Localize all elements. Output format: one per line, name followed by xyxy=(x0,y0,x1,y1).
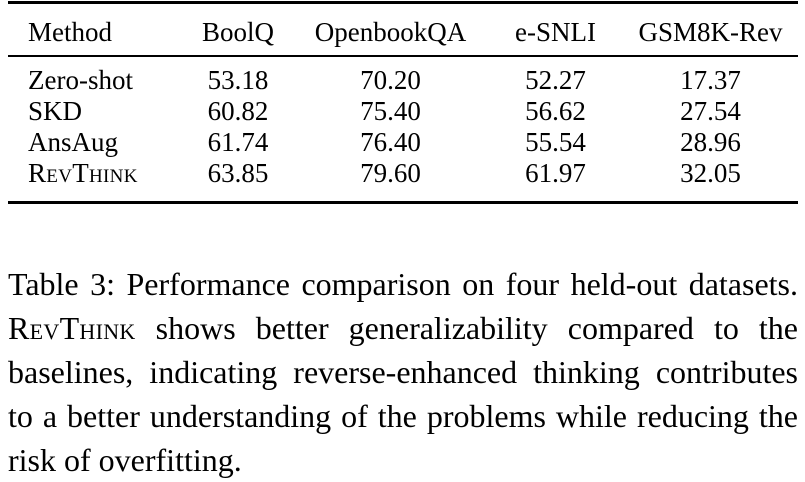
column-header-esnli: e-SNLI xyxy=(515,16,596,47)
table-cell: 52.27 xyxy=(525,65,586,95)
row-method-label: SKD xyxy=(28,96,83,126)
column-header-openbookqa: OpenbookQA xyxy=(314,16,467,47)
caption-text-part-1: Performance comparison on four held-out … xyxy=(126,266,799,302)
table-top-rule xyxy=(8,1,798,4)
caption-label: Table 3: xyxy=(8,266,115,302)
table-cell-best: 61.97 xyxy=(525,158,586,188)
table-cell-best: 32.05 xyxy=(680,158,741,188)
row-method-label: AnsAug xyxy=(28,127,119,157)
table-row-best: RevThink 63.85 79.60 61.97 32.05 xyxy=(8,158,798,189)
table-header-rule xyxy=(8,55,798,57)
table-row: Zero-shot 53.18 70.20 52.27 17.37 xyxy=(8,65,798,96)
results-table: Method BoolQ OpenbookQA e-SNLI GSM8K-Rev… xyxy=(8,0,798,189)
caption-method-name: RevThink xyxy=(8,310,136,346)
row-method-label: Zero-shot xyxy=(28,65,133,95)
table-cell: 55.54 xyxy=(525,127,586,157)
table-cell: 60.82 xyxy=(207,96,269,126)
table-row: AnsAug 61.74 76.40 55.54 28.96 xyxy=(8,127,798,158)
table-cell-best: 79.60 xyxy=(360,158,421,188)
column-header-gsm8k-rev: GSM8K-Rev xyxy=(638,16,783,47)
table-header-row: Method BoolQ OpenbookQA e-SNLI GSM8K-Rev xyxy=(8,0,798,60)
table-bottom-rule xyxy=(8,201,798,204)
table-cell: 53.18 xyxy=(207,65,269,95)
table-caption: Table 3: Performance comparison on four … xyxy=(8,262,798,482)
table-cell: 61.74 xyxy=(207,127,269,157)
table-cell-best: 63.85 xyxy=(207,158,269,188)
table-row: SKD 60.82 75.40 56.62 27.54 xyxy=(8,96,798,127)
table-cell: 17.37 xyxy=(680,65,741,95)
column-header-method: Method xyxy=(28,16,112,47)
table-cell: 28.96 xyxy=(680,127,741,157)
table-cell: 27.54 xyxy=(680,96,741,126)
table-cell: 56.62 xyxy=(525,96,586,126)
row-method-label: RevThink xyxy=(28,158,138,188)
table-cell: 76.40 xyxy=(360,127,421,157)
column-header-boolq: BoolQ xyxy=(201,16,274,47)
table-cell: 75.40 xyxy=(360,96,421,126)
table-cell: 70.20 xyxy=(360,65,421,95)
